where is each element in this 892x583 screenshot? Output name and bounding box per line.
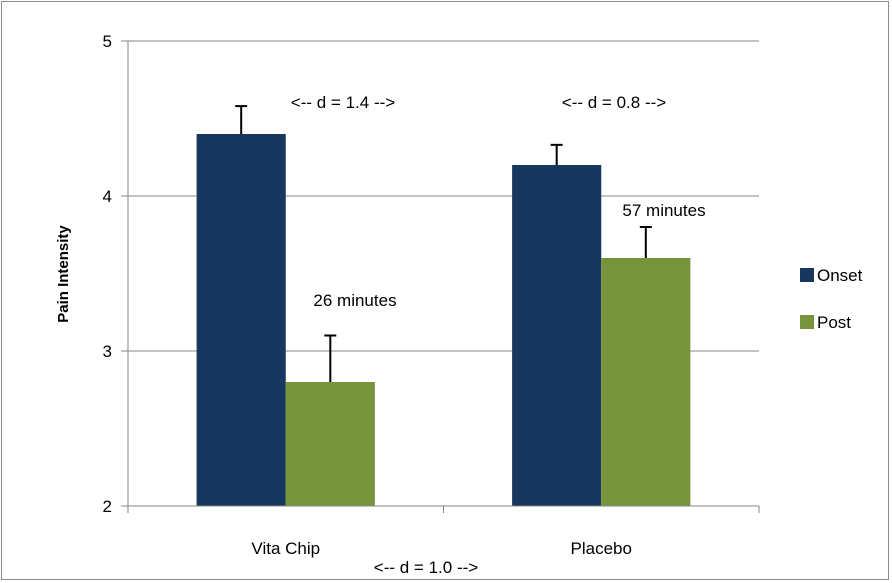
legend: Onset Post	[800, 266, 863, 332]
x-ticks: Vita Chip Placebo	[127, 506, 760, 558]
annotation-placebo-effect: <-- d = 0.8 -->	[562, 93, 666, 112]
annotation-between-groups-effect: <-- d = 1.0 -->	[374, 558, 478, 577]
annotation-placebo-time: 57 minutes	[622, 201, 705, 220]
legend-label-post: Post	[817, 313, 851, 332]
y-tick-label-5: 5	[103, 32, 112, 51]
bars	[196, 134, 691, 506]
y-tick-label-2: 2	[103, 497, 112, 516]
annotation-vita-chip-time: 26 minutes	[313, 291, 396, 310]
y-ticks: 2 3 4 5	[103, 32, 128, 516]
annotation-vita-chip-effect: <-- d = 1.4 -->	[291, 93, 395, 112]
y-tick-label-3: 3	[103, 342, 112, 361]
error-bars	[235, 105, 652, 382]
y-axis-title: Pain Intensity	[55, 225, 72, 323]
y-tick-label-4: 4	[103, 187, 112, 206]
bar-post-1	[601, 258, 691, 506]
bar-onset-0	[196, 134, 286, 506]
bar-onset-1	[512, 165, 602, 506]
x-tick-label-0: Vita Chip	[251, 539, 320, 558]
legend-swatch-post	[800, 315, 814, 329]
bar-post-0	[285, 382, 375, 506]
x-tick-label-1: Placebo	[571, 539, 632, 558]
legend-swatch-onset	[800, 268, 814, 282]
legend-label-onset: Onset	[817, 266, 863, 285]
